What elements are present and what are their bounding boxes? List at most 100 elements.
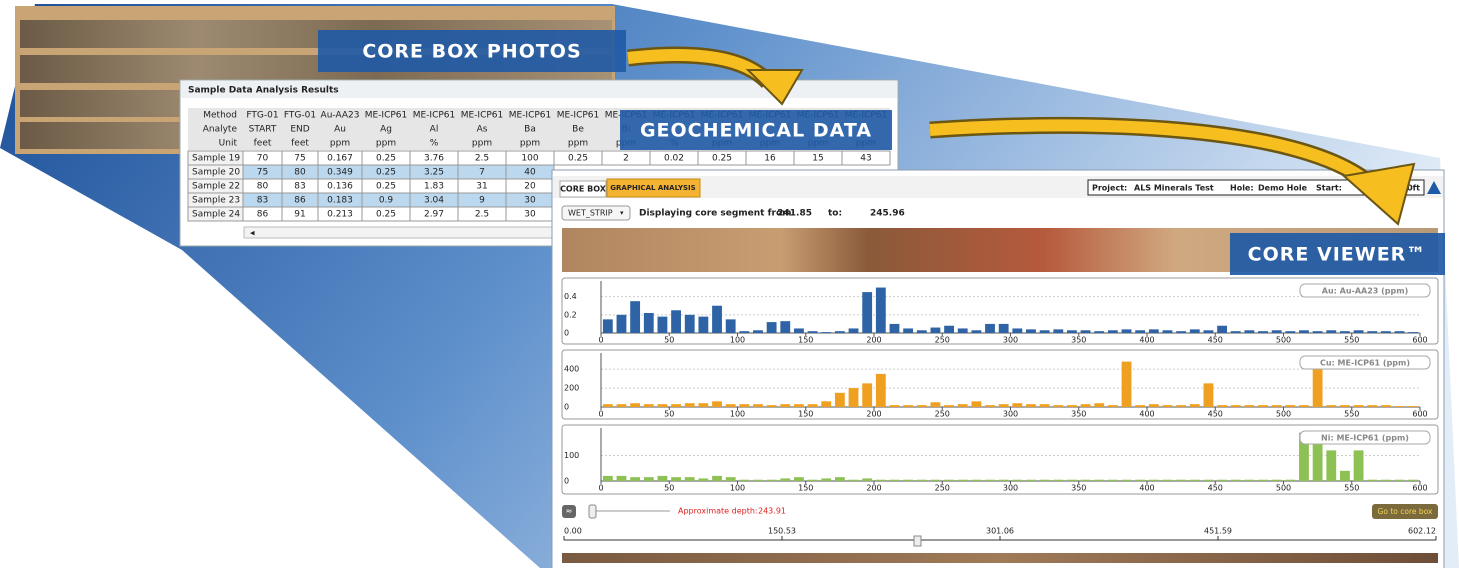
cell-value: 2.5 — [475, 210, 489, 220]
segment-from: 241.85 — [777, 209, 812, 219]
bar — [726, 319, 736, 333]
header-label: Analyte — [203, 125, 238, 135]
column-header: ME-ICP61 — [413, 111, 456, 121]
bar — [1108, 330, 1118, 333]
cell-value: 0.183 — [327, 196, 353, 206]
x-tick-label: 150 — [798, 410, 813, 419]
bar — [698, 478, 708, 481]
bar — [1081, 480, 1091, 481]
bar — [931, 402, 941, 407]
x-tick-label: 600 — [1412, 484, 1427, 493]
bar — [808, 480, 818, 481]
cell-value: 0.25 — [376, 210, 396, 220]
y-tick-label: 0 — [564, 329, 569, 338]
column-header: ME-ICP61 — [461, 111, 504, 121]
cell-value: 3.25 — [424, 168, 444, 178]
bar — [808, 331, 818, 333]
bar — [780, 321, 790, 333]
bar — [944, 405, 954, 407]
x-tick-label: 150 — [798, 336, 813, 345]
x-tick-label: 350 — [1071, 410, 1086, 419]
depth-handle[interactable] — [914, 536, 921, 546]
bar — [1217, 326, 1227, 333]
bar — [739, 331, 749, 333]
bar — [1354, 450, 1364, 481]
cell-value: 0.213 — [327, 210, 353, 220]
bar — [985, 480, 995, 481]
bar — [1122, 362, 1132, 407]
collapse-icon[interactable]: ≈ — [566, 507, 573, 516]
cell-value: 0.167 — [327, 154, 353, 164]
bar — [794, 404, 804, 407]
legend-label: Ni: ME-ICP61 (ppm) — [1321, 434, 1409, 443]
depth-tick-label: 150.53 — [768, 527, 796, 536]
bar — [1163, 480, 1173, 481]
bar — [685, 315, 695, 333]
depth-tick-label: 0.00 — [564, 527, 582, 536]
x-tick-label: 500 — [1276, 484, 1291, 493]
bar — [1135, 405, 1145, 407]
bar — [1217, 405, 1227, 407]
bar — [1190, 404, 1200, 407]
bar — [1326, 330, 1336, 333]
x-tick-label: 600 — [1412, 410, 1427, 419]
column-header: FTG-01 — [246, 111, 278, 121]
bar — [671, 310, 681, 333]
x-tick-label: 550 — [1344, 484, 1359, 493]
legend-label: Cu: ME-ICP61 (ppm) — [1320, 359, 1410, 368]
column-header: Ag — [380, 125, 392, 135]
bar — [1272, 480, 1282, 481]
column-header: ppm — [472, 139, 492, 149]
column-header: Al — [430, 125, 439, 135]
bar — [1081, 404, 1091, 407]
bar — [1258, 331, 1268, 333]
bar — [1299, 330, 1309, 333]
x-tick-label: 100 — [730, 410, 745, 419]
depth-tick-label: 602.12 — [1408, 527, 1436, 536]
bar — [1285, 405, 1295, 407]
bar — [1367, 480, 1377, 481]
bar — [1012, 328, 1022, 333]
bar — [1026, 329, 1036, 333]
dropdown-caret[interactable]: ▾ — [620, 209, 624, 217]
bar — [1053, 480, 1063, 481]
bar — [876, 374, 886, 407]
slider-handle[interactable] — [589, 505, 596, 518]
bar — [1381, 405, 1391, 407]
tab-label[interactable]: GRAPHICAL ANALYSIS — [610, 184, 695, 192]
scroll-arrow[interactable]: ◂ — [250, 229, 255, 239]
bar — [767, 405, 777, 407]
bar — [821, 332, 831, 333]
bar — [1176, 480, 1186, 481]
bar — [821, 478, 831, 481]
x-tick-label: 250 — [935, 336, 950, 345]
bar — [1122, 480, 1132, 481]
bar — [903, 480, 913, 481]
bar — [821, 401, 831, 407]
bar — [1108, 480, 1118, 481]
legend-label: Au: Au-AA23 (ppm) — [1322, 287, 1408, 296]
bar — [698, 317, 708, 333]
cell-value: 83 — [257, 196, 268, 206]
cell-value: 2 — [623, 154, 629, 164]
bar — [958, 328, 968, 333]
bar — [630, 477, 640, 481]
cell-value: 86 — [257, 210, 269, 220]
bar — [1204, 330, 1214, 333]
bar — [903, 405, 913, 407]
x-tick-label: 350 — [1071, 336, 1086, 345]
bar — [971, 401, 981, 407]
dropdown-value[interactable]: WET_STRIP — [568, 209, 613, 218]
depth-tick-label: 301.06 — [986, 527, 1014, 536]
tab-label[interactable]: CORE BOX — [560, 185, 607, 194]
cell-value: 2.97 — [424, 210, 444, 220]
bar — [1163, 330, 1173, 333]
column-header: % — [430, 139, 439, 149]
x-tick-label: 100 — [730, 484, 745, 493]
column-header: ppm — [520, 139, 540, 149]
x-tick-label: 400 — [1139, 336, 1154, 345]
bar — [1395, 331, 1405, 333]
bar — [1149, 480, 1159, 481]
go-button-label[interactable]: Go to core box — [1378, 507, 1433, 516]
hole-label: Hole: — [1230, 184, 1254, 193]
